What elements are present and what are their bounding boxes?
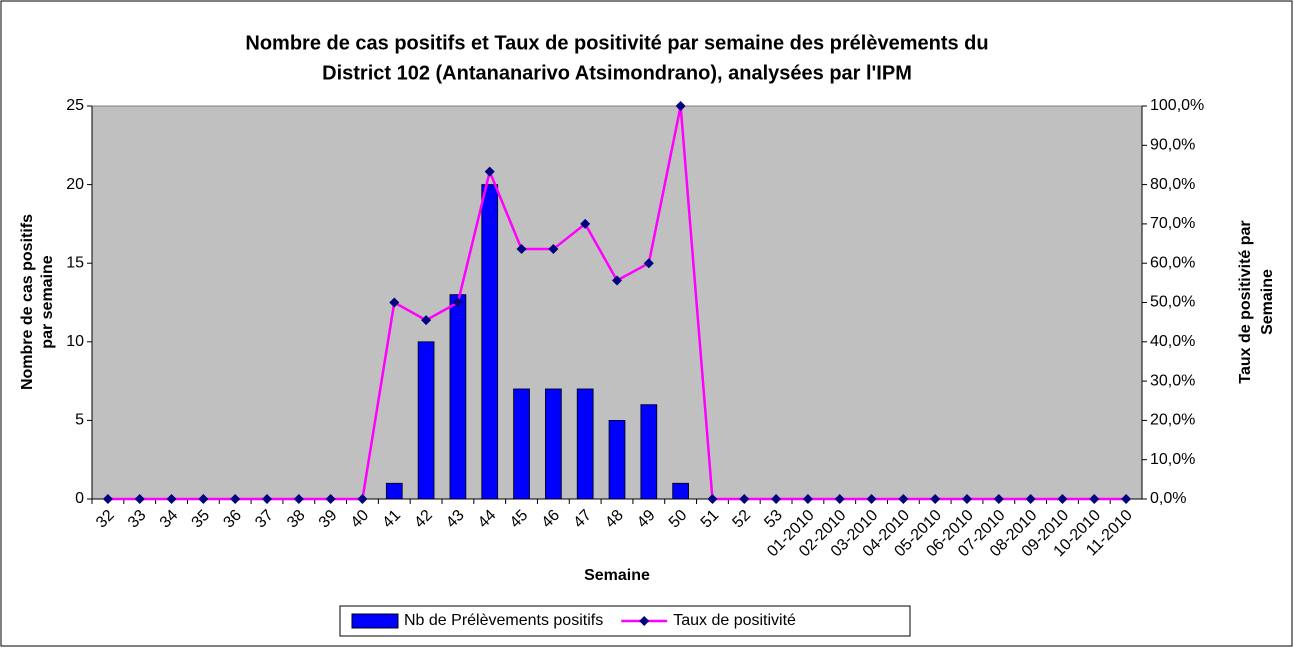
- chart-title: Nombre de cas positifs et Taux de positi…: [245, 32, 988, 54]
- marker: [102, 494, 113, 504]
- bar: [513, 388, 530, 500]
- marker: [643, 258, 654, 269]
- y-tick-label: 5: [75, 412, 84, 429]
- y-tick-label: 20: [66, 176, 84, 193]
- bar: [545, 388, 562, 500]
- y2-tick-label: 0,0%: [1150, 490, 1186, 507]
- y-axis-label: par semaine: [39, 255, 56, 348]
- marker: [1025, 494, 1036, 504]
- bar: [608, 419, 626, 500]
- y2-axis-label: Semaine: [1259, 269, 1276, 335]
- y2-tick-label: 60,0%: [1150, 254, 1195, 271]
- marker: [198, 494, 209, 504]
- marker: [580, 218, 591, 229]
- marker: [293, 494, 304, 504]
- marker: [389, 297, 400, 308]
- marker: [1057, 494, 1068, 504]
- legend-swatch: [351, 613, 399, 629]
- y2-tick-label: 70,0%: [1150, 215, 1195, 232]
- y2-tick-label: 100,0%: [1150, 97, 1204, 114]
- y-tick-label: 10: [66, 333, 84, 350]
- y2-tick-label: 40,0%: [1150, 333, 1195, 350]
- marker: [1121, 494, 1132, 504]
- marker: [134, 494, 145, 504]
- y2-tick-label: 80,0%: [1150, 176, 1195, 193]
- marker: [548, 244, 559, 255]
- marker: [452, 297, 463, 308]
- y2-tick-label: 90,0%: [1150, 137, 1195, 154]
- marker: [834, 494, 845, 504]
- marker: [230, 494, 241, 504]
- marker: [866, 494, 877, 504]
- marker: [898, 494, 909, 504]
- marker: [484, 166, 495, 177]
- bar: [640, 404, 658, 500]
- marker: [516, 244, 527, 255]
- bar: [481, 184, 499, 500]
- y-tick-label: 15: [66, 254, 84, 271]
- x-axis-label: Semaine: [584, 567, 650, 584]
- bar: [417, 341, 435, 500]
- y-tick-label: 0: [75, 490, 84, 507]
- y2-tick-label: 50,0%: [1150, 294, 1195, 311]
- marker: [357, 494, 368, 504]
- bar: [449, 294, 467, 500]
- y2-axis-label: Taux de positivité par: [1237, 220, 1254, 383]
- marker: [707, 494, 718, 504]
- marker: [771, 494, 782, 504]
- y2-tick-label: 10,0%: [1150, 451, 1195, 468]
- bar: [672, 482, 689, 500]
- bar: [576, 388, 594, 500]
- legend-marker: [639, 616, 650, 626]
- marker: [166, 494, 177, 504]
- marker: [1089, 494, 1100, 504]
- marker: [325, 494, 336, 504]
- y-tick-label: 25: [66, 97, 84, 114]
- marker: [612, 275, 622, 286]
- marker: [993, 494, 1004, 504]
- marker: [930, 494, 941, 504]
- y-axis-label: Nombre de cas positifs: [19, 214, 36, 390]
- chart-title: District 102 (Antananarivo Atsimondrano)…: [322, 62, 912, 84]
- marker: [262, 494, 272, 504]
- legend-label: Taux de positivité: [673, 612, 796, 629]
- marker: [739, 494, 750, 504]
- y2-tick-label: 30,0%: [1150, 372, 1195, 389]
- bar: [385, 482, 403, 500]
- marker: [421, 315, 432, 326]
- legend-label: Nb de Prélèvements positifs: [404, 612, 603, 629]
- marker: [802, 494, 813, 504]
- marker: [962, 494, 972, 504]
- y2-tick-label: 20,0%: [1150, 412, 1195, 429]
- marker: [675, 101, 686, 111]
